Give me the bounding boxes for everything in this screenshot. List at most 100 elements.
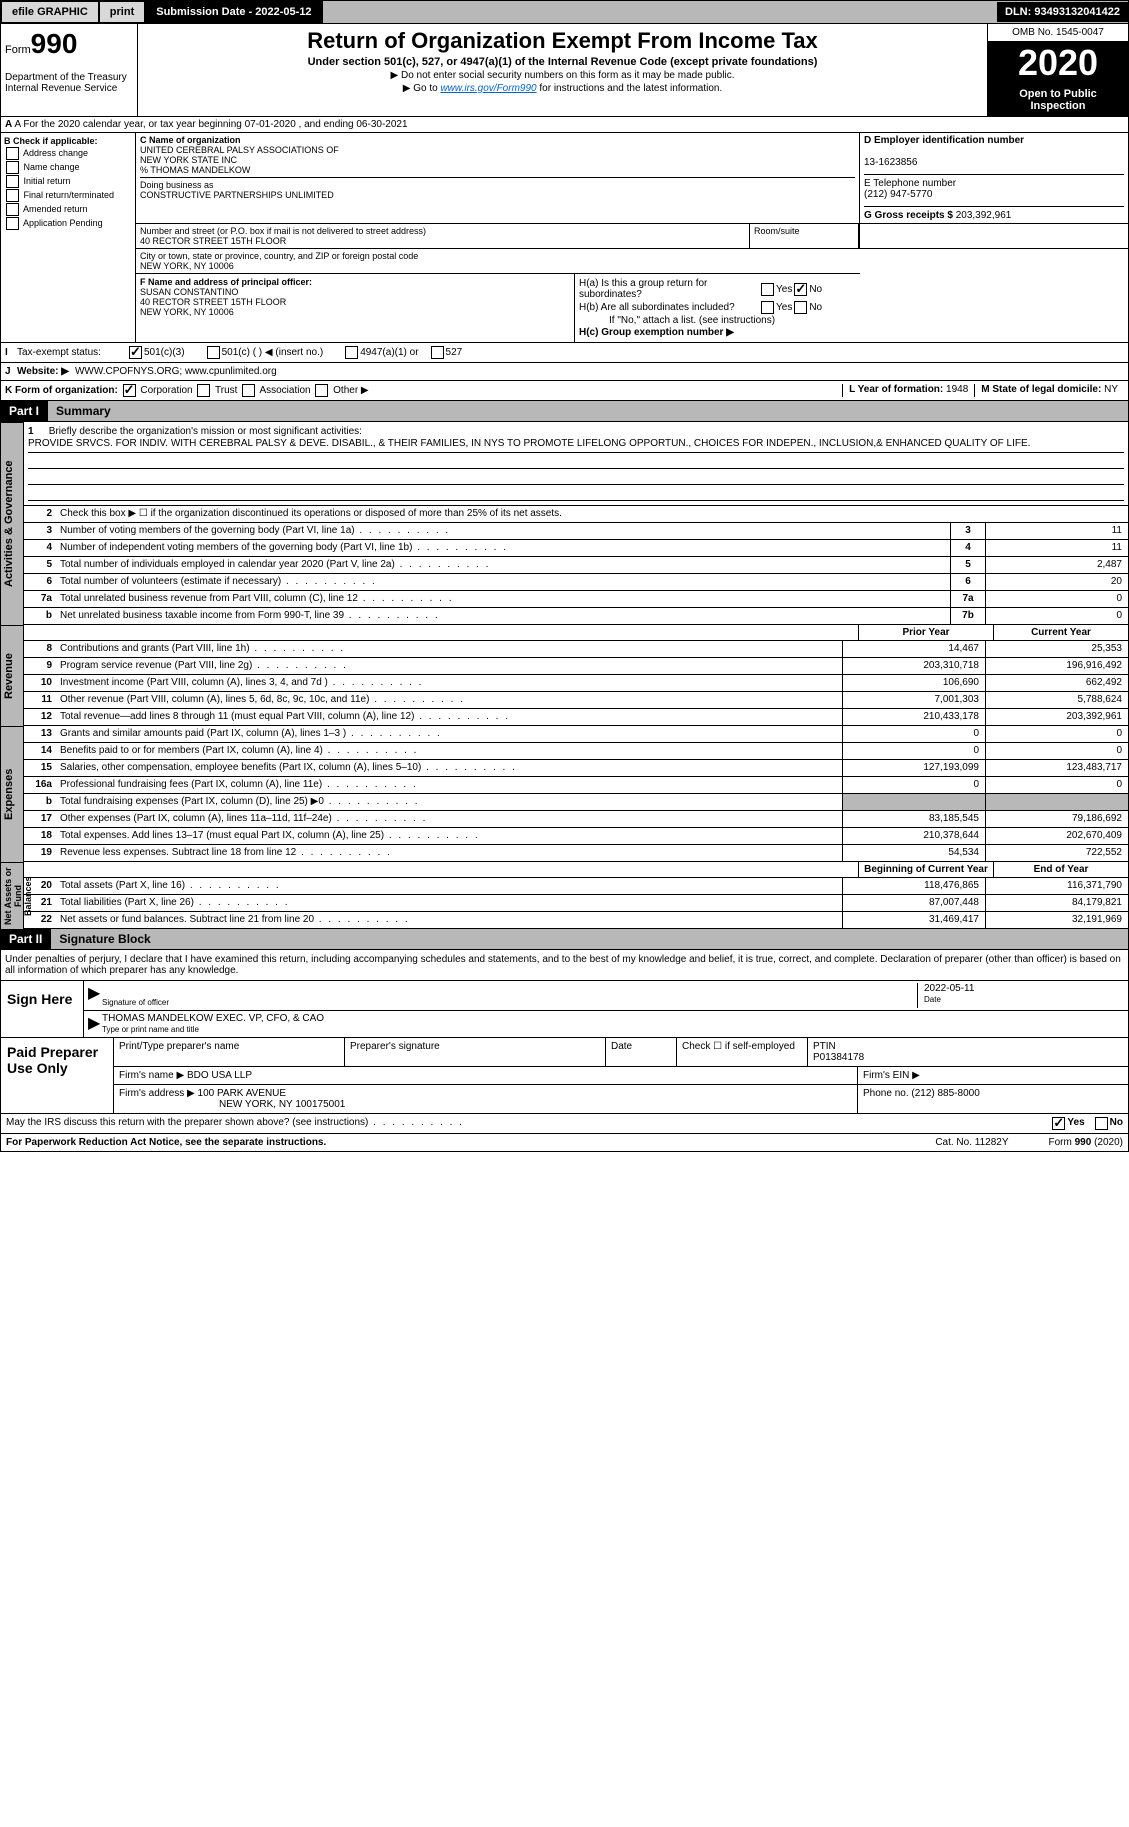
section-h: H(a) Is this a group return for subordin…: [575, 274, 1128, 342]
c-name-label: C Name of organization: [140, 135, 241, 145]
dln: DLN: 93493132041422: [997, 2, 1128, 22]
line-b: bTotal fundraising expenses (Part IX, co…: [24, 794, 1129, 811]
ein-value: 13-1623856: [864, 157, 917, 168]
check-initial-return[interactable]: Initial return: [4, 175, 132, 188]
dba-value: CONSTRUCTIVE PARTNERSHIPS UNLIMITED: [140, 190, 334, 200]
firm-address: Firm's address ▶ 100 PARK AVENUENEW YORK…: [114, 1085, 858, 1113]
part2-label: Part II: [1, 929, 50, 949]
ptin-cell: PTINP01384178: [808, 1038, 1128, 1066]
line-6: 6Total number of volunteers (estimate if…: [24, 574, 1129, 591]
line-13: 13Grants and similar amounts paid (Part …: [24, 726, 1129, 743]
line-a: A A For the 2020 calendar year, or tax y…: [0, 117, 1129, 133]
tax-year: 2020: [988, 42, 1128, 84]
print-button[interactable]: print: [99, 1, 145, 23]
officer-name: SUSAN CONSTANTINO: [140, 287, 238, 297]
cat-no: Cat. No. 11282Y: [935, 1137, 1008, 1148]
check-association[interactable]: [242, 384, 255, 397]
may-discuss: May the IRS discuss this return with the…: [0, 1114, 1129, 1134]
firm-ein: Firm's EIN ▶: [858, 1067, 1128, 1084]
subdate-label: Submission Date -: [156, 6, 255, 18]
line-8: 8Contributions and grants (Part VIII, li…: [24, 641, 1129, 658]
sign-here-label: Sign Here: [1, 981, 83, 1037]
website: WWW.CPOFNYS.ORG; www.cpunlimited.org: [75, 366, 277, 377]
arrow-icon: ▶: [88, 983, 102, 1008]
irs-link[interactable]: www.irs.gov/Form990: [440, 83, 536, 94]
check-corporation[interactable]: [123, 384, 136, 397]
line-18: 18Total expenses. Add lines 13–17 (must …: [24, 828, 1129, 845]
revenue-header: Prior YearCurrent Year: [24, 625, 1129, 641]
line-7a: 7aTotal unrelated business revenue from …: [24, 591, 1129, 608]
check-amended-return[interactable]: Amended return: [4, 203, 132, 216]
hc-label: H(c) Group exemption number ▶: [579, 327, 734, 338]
section-bcd: B Check if applicable: Address change Na…: [0, 133, 1129, 343]
hb-label: H(b) Are all subordinates included?: [579, 302, 759, 313]
mission-section: 1 Briefly describe the organization's mi…: [24, 422, 1129, 506]
line-10: 10Investment income (Part VIII, column (…: [24, 675, 1129, 692]
check-other[interactable]: [315, 384, 328, 397]
header-bar: efile GRAPHIC print Submission Date - 20…: [0, 0, 1129, 24]
room-suite: Room/suite: [750, 224, 859, 248]
form-header: Form990 Department of the Treasury Inter…: [0, 24, 1129, 117]
hb-note: If "No," attach a list. (see instruction…: [579, 315, 1124, 326]
line-k: K Form of organization: Corporation Trus…: [0, 381, 1129, 401]
line-20: 20Total assets (Part X, line 16)118,476,…: [24, 878, 1129, 895]
signature-date: 2022-05-11: [924, 983, 974, 994]
part2-header: Part II Signature Block: [0, 929, 1129, 950]
check-application-pending[interactable]: Application Pending: [4, 217, 132, 230]
phone-label: E Telephone number: [864, 178, 956, 189]
form-number: Form990: [5, 28, 133, 60]
check-527[interactable]: [431, 346, 444, 359]
f-label: F Name and address of principal officer:: [140, 277, 312, 287]
line-22: 22Net assets or fund balances. Subtract …: [24, 912, 1129, 929]
discuss-no[interactable]: [1095, 1117, 1108, 1130]
check-name-change[interactable]: Name change: [4, 161, 132, 174]
year-formation: L Year of formation: 1948: [842, 384, 974, 397]
paid-preparer: Paid Preparer Use Only Print/Type prepar…: [0, 1038, 1129, 1114]
firm-phone: Phone no. (212) 885-8000: [858, 1085, 1128, 1113]
arrow-icon: ▶: [88, 1013, 102, 1035]
tab-expenses: Expenses: [0, 726, 24, 862]
officer-address: 40 RECTOR STREET 15TH FLOOR NEW YORK, NY…: [140, 297, 286, 317]
check-501c3[interactable]: [129, 346, 142, 359]
hb-yes[interactable]: [761, 301, 774, 314]
check-final-return[interactable]: Final return/terminated: [4, 189, 132, 202]
efile-button[interactable]: efile GRAPHIC: [1, 1, 99, 23]
line-4: 4Number of independent voting members of…: [24, 540, 1129, 557]
part2-title: Signature Block: [50, 929, 1128, 949]
check-address-change[interactable]: Address change: [4, 147, 132, 160]
dln-label: DLN:: [1005, 6, 1034, 18]
hb-no[interactable]: [794, 301, 807, 314]
phone-value: (212) 947-5770: [864, 189, 932, 200]
part1-label: Part I: [1, 401, 47, 421]
state-domicile: M State of legal domicile: NY: [974, 384, 1124, 397]
check-501c[interactable]: [207, 346, 220, 359]
form-ref: Form 990 (2020): [1049, 1137, 1123, 1148]
part1-header: Part I Summary: [0, 401, 1129, 422]
self-employed-check[interactable]: Check ☐ if self-employed: [677, 1038, 808, 1066]
check-trust[interactable]: [197, 384, 210, 397]
signature-label: Signature of officer: [102, 998, 169, 1007]
line-i: I Tax-exempt status: 501(c)(3) 501(c) ( …: [0, 343, 1129, 363]
paperwork-notice: For Paperwork Reduction Act Notice, see …: [6, 1137, 326, 1148]
line-5: 5Total number of individuals employed in…: [24, 557, 1129, 574]
signature-block: Under penalties of perjury, I declare th…: [0, 950, 1129, 1038]
discuss-yes[interactable]: [1052, 1117, 1065, 1130]
ptin-value: P01384178: [813, 1052, 864, 1063]
dln-value: 93493132041422: [1034, 6, 1120, 18]
ha-no[interactable]: [794, 283, 807, 296]
check-4947[interactable]: [345, 346, 358, 359]
submission-date: Submission Date - 2022-05-12: [145, 1, 322, 23]
department: Department of the Treasury Internal Reve…: [5, 72, 133, 94]
tab-governance: Activities & Governance: [0, 422, 24, 625]
open-to-public: Open to Public Inspection: [988, 84, 1128, 116]
line-b: bNet unrelated business taxable income f…: [24, 608, 1129, 625]
street-address: 40 RECTOR STREET 15TH FLOOR: [140, 236, 286, 246]
city-cell: City or town, state or province, country…: [136, 249, 860, 274]
line-9: 9Program service revenue (Part VIII, lin…: [24, 658, 1129, 675]
ha-yes[interactable]: [761, 283, 774, 296]
line2: Check this box ▶ ☐ if the organization d…: [56, 506, 1128, 522]
ein-label: D Employer identification number: [864, 135, 1024, 146]
prep-date-label: Date: [606, 1038, 677, 1066]
officer-name-title: THOMAS MANDELKOW EXEC. VP, CFO, & CAO: [102, 1013, 324, 1024]
omb-number: OMB No. 1545-0047: [988, 24, 1128, 42]
